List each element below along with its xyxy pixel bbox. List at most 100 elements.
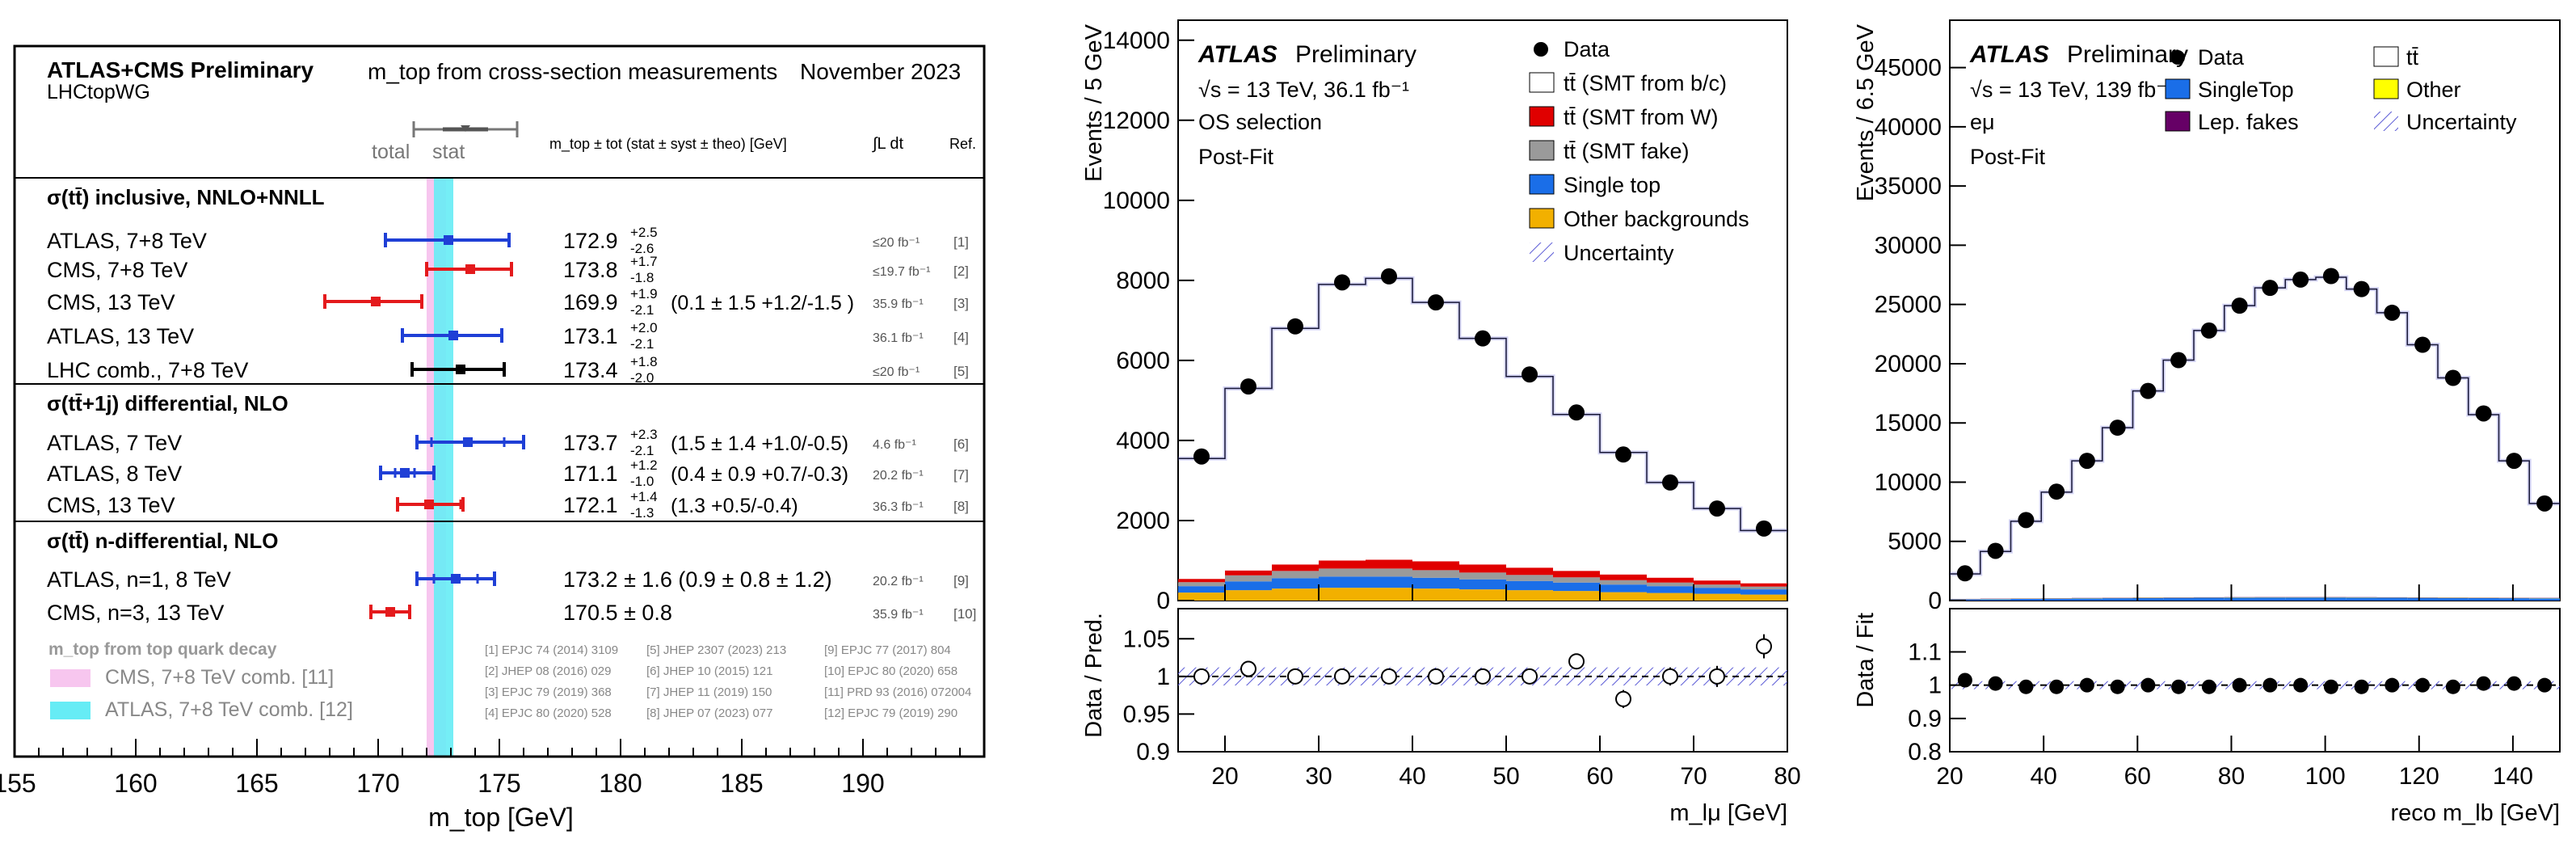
x-tick-label: 185 [720,769,763,798]
row-lumi: 35.9 fb⁻¹ [873,608,924,622]
legend-total-text: total [372,141,410,163]
row-extra: (0.1 ± 1.5 +1.2/-1.5 ) [671,292,854,314]
row-label: ATLAS, 7 TeV [47,431,182,455]
ref-text: [6] JHEP 10 (2015) 121 [646,664,773,678]
stack-bar-ttFake [1459,572,1506,579]
data-point [2170,352,2187,369]
data-point [1615,446,1631,462]
mlmu-postfit-xlabel: m_lμ [GeV] [1669,800,1787,826]
row-label: ATLAS, 13 TeV [47,324,194,348]
row-marker [448,331,458,340]
ratio-point [2415,678,2430,693]
y-tick-label: 0 [1156,588,1170,614]
stack-bar-singleTop [1272,578,1319,588]
ratio-point [2018,680,2033,694]
ratio-point [2080,678,2094,693]
y-tick-label: 35000 [1875,173,1942,200]
x-tick-label: 160 [114,769,157,798]
ratio-point [1241,662,1256,677]
stack-bar-other [1225,590,1272,601]
row-label: ATLAS, 8 TeV [47,462,182,486]
legend-swatch [1530,107,1554,126]
row-sup: +2.0 [630,320,658,335]
ref-text: [3] EPJC 79 (2019) 368 [485,685,612,699]
row-sup: +1.9 [630,286,658,301]
ref-text: [11] PRD 93 (2016) 072004 [824,685,971,699]
stack-bar-ttW [1694,580,1740,584]
x-tick-label: 165 [235,769,278,798]
stack-bar-ttW [1272,564,1319,571]
y-tick-label: 0 [1928,588,1942,614]
data-point [1287,318,1303,335]
y-tick-label: 10000 [1875,469,1942,495]
ratio-point [1522,669,1537,684]
data-point [1334,274,1350,290]
data-point [1957,565,1973,581]
x-tick-label: 100 [2305,763,2346,790]
x-tick-label: 40 [2030,763,2056,790]
col-lumi-header: ∫L dt [872,135,904,153]
x-tick-label: 50 [1492,763,1519,790]
ratio-point [1710,669,1724,684]
summary-date: November 2023 [800,59,961,84]
stack-bar-ttFake [1412,570,1459,577]
data-point [1568,404,1585,420]
stack-bar-ttFake [1225,576,1272,581]
stack-bar-ttFake [1506,575,1553,580]
data-point [1193,449,1210,465]
legend-label: Other backgrounds [1564,207,1749,231]
legend-label: tt̄ (SMT from b/c) [1564,71,1727,95]
ref-text: [5] JHEP 2307 (2023) 213 [646,643,786,657]
data-point [1988,542,2004,559]
x-tick-label: 175 [478,769,520,798]
row-ref: [1] [953,234,969,250]
legend-stat-text: stat [432,141,465,163]
row-sub: -1.0 [630,474,654,489]
stack-bar-singleTop [1319,576,1366,588]
atlas-comb-band [434,178,453,757]
ratio-y-tick-label: 0.9 [1136,739,1170,765]
row-marker [424,500,434,509]
y-tick-label: 45000 [1875,55,1942,82]
stack-bar-other [1553,591,1600,601]
row-sub: -1.3 [630,505,654,521]
stack-bar-singleTop [2072,598,2102,601]
row-value: 173.2 ± 1.6 (0.9 ± 0.8 ± 1.2) [563,567,832,592]
legend-swatch [1530,175,1554,194]
stack-bar-singleTop [1647,586,1694,592]
section-title: σ(tt̄) n-differential, NLO [47,529,278,553]
mlb-postfit-ylabel: Events / 6.5 GeV [1853,23,1879,201]
y-tick-label: 14000 [1103,27,1170,54]
ratio-point [2384,678,2399,693]
ref-text: [8] JHEP 07 (2023) 077 [646,706,773,720]
data-point [1709,500,1725,517]
data-point [2232,297,2248,314]
row-label: LHC comb., 7+8 TeV [47,358,248,382]
row-marker [444,235,453,245]
ref-text: [4] EPJC 80 (2020) 528 [485,706,612,720]
data-point [2201,323,2217,339]
stack-bar-other [1694,594,1740,601]
mlb-postfit-xlabel: reco m_lb [GeV] [2390,800,2560,826]
y-tick-label: 10000 [1103,188,1170,214]
y-tick-label: 30000 [1875,232,1942,259]
ratio-point [1194,669,1209,684]
legend-label: Uncertainty [1564,241,1674,265]
ratio-point [2446,680,2460,694]
row-value: 169.9 [563,290,618,314]
mlmu-postfit-atlas: ATLAS [1198,41,1277,68]
stack-bar-ttW [1553,571,1600,577]
row-label: CMS, 7+8 TeV [47,258,187,282]
data-point [1522,366,1538,382]
stack-bar-other [1506,590,1553,601]
stack-bar-singleTop [2102,598,2133,601]
row-sup: +1.2 [630,458,658,473]
legend-label: Uncertainty [2406,110,2517,134]
data-point [2384,305,2400,321]
stack-bar-singleTop [2194,597,2225,601]
stack-bar-ttW [1647,578,1694,583]
legend-swatch [1530,73,1554,92]
row-sub: -2.1 [630,336,654,352]
stack-bar-other [1459,589,1506,601]
